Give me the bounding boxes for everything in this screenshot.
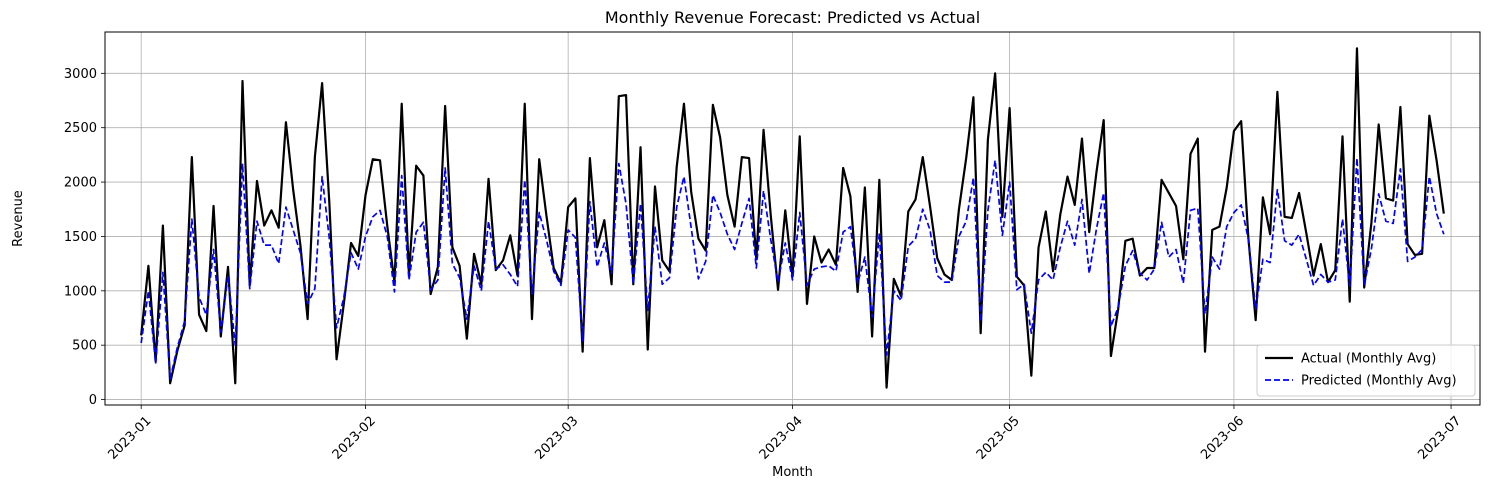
chart-title: Monthly Revenue Forecast: Predicted vs A… — [605, 8, 980, 27]
y-tick-label: 1500 — [64, 230, 97, 245]
legend-label-actual: Actual (Monthly Avg) — [1301, 352, 1436, 367]
y-tick-label: 2500 — [64, 121, 97, 136]
y-tick-label: 3000 — [64, 67, 97, 82]
y-axis-title: Revenue — [11, 190, 26, 247]
y-tick-label: 500 — [72, 339, 97, 354]
x-axis-title: Month — [772, 465, 813, 480]
y-tick-label: 0 — [89, 393, 97, 408]
legend-box — [1256, 344, 1476, 397]
series-line-predicted — [140, 157, 1445, 380]
series-lines — [140, 47, 1445, 389]
y-tick-label: 2000 — [64, 176, 97, 191]
legend-label-predicted: Predicted (Monthly Avg) — [1301, 374, 1457, 389]
legend: Actual (Monthly Avg) Predicted (Monthly … — [1256, 344, 1476, 397]
y-tick-label: 1000 — [64, 284, 97, 299]
